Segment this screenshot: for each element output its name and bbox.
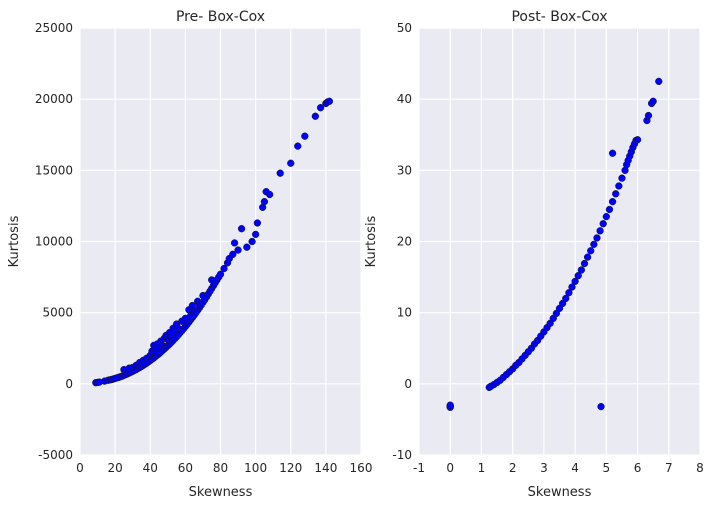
scatter-point (587, 247, 595, 255)
scatter-point (615, 182, 623, 190)
chart-title: Pre- Box-Cox (176, 9, 265, 25)
scatter-point (568, 283, 576, 291)
scatter-point (251, 230, 260, 239)
scatter-point (565, 289, 573, 297)
tick-labels: 0 20 40 60 80 100 120 140 160-500005000100001500… (35, 21, 373, 475)
scatter-point (644, 111, 653, 120)
scatter-point (446, 401, 454, 409)
scatter-point (605, 205, 614, 214)
y-tick-label: 15000 (35, 163, 73, 177)
scatter-point (597, 402, 605, 411)
scatter-point (248, 237, 256, 246)
scatter-point (216, 270, 225, 278)
x-tick-label: 80 (213, 461, 228, 475)
y-tick-label: 0 (65, 377, 73, 391)
scatter-point (608, 149, 617, 157)
y-tick-label: 30 (397, 163, 412, 177)
scatter-point (253, 219, 262, 227)
scatter-point (655, 77, 663, 86)
x-tick-label: 0 (76, 461, 84, 475)
x-tick-label: 1 (478, 461, 486, 475)
scatter-point (562, 294, 570, 303)
scatter-point (602, 212, 610, 221)
x-tick-label: -1 (413, 461, 425, 475)
y-axis-label: Kurtosis (364, 215, 379, 267)
chart-title: Post- Box-Cox (511, 9, 607, 25)
scatter-point (580, 259, 589, 268)
y-tick-label: 25000 (35, 21, 73, 35)
x-tick-label: 0 (446, 461, 454, 475)
x-axis-label: Skewness (189, 485, 253, 500)
scatter-point (574, 272, 582, 280)
scatter-point (593, 234, 601, 242)
x-tick-label: 160 (350, 461, 373, 475)
x-tick-label: 100 (244, 461, 267, 475)
scatter-point (229, 250, 237, 258)
y-tick-label: 0 (404, 377, 412, 391)
y-tick-label: 20000 (35, 92, 73, 106)
x-tick-label: 140 (314, 461, 337, 475)
scatter-point (287, 159, 295, 167)
x-tick-label: 60 (178, 461, 193, 475)
y-tick-label: 10 (397, 306, 412, 320)
x-tick-label: 3 (540, 461, 548, 475)
scatter-point (577, 266, 586, 274)
scatter-point (220, 264, 228, 273)
x-tick-label: 6 (634, 461, 642, 475)
scatter-point (649, 97, 657, 105)
scatter-point (266, 190, 274, 199)
scatter-point (301, 132, 309, 140)
scatter-point (618, 174, 626, 182)
y-axis-label: Kurtosis (7, 215, 22, 267)
scatter-point (571, 277, 579, 286)
scatter-point (599, 220, 607, 228)
x-tick-label: 5 (603, 461, 611, 475)
x-tick-label: 20 (107, 461, 122, 475)
scatter-point (260, 197, 269, 206)
x-tick-label: 120 (279, 461, 302, 475)
y-tick-label: -5000 (38, 448, 73, 462)
y-tick-label: 10000 (35, 235, 73, 249)
scatter-point (276, 169, 284, 177)
x-tick-label: 2 (509, 461, 517, 475)
scatter-point (608, 197, 617, 206)
x-tick-label: 7 (665, 461, 673, 475)
pre-box-cox-panel: 0 20 40 60 80 100 120 140 160-500005000100001500… (7, 9, 372, 500)
scatter-point (294, 142, 302, 150)
scatter-point (237, 225, 246, 233)
scatter-point (230, 239, 239, 247)
data-points (92, 97, 334, 387)
y-tick-label: 5000 (42, 306, 73, 320)
data-points (446, 77, 663, 411)
scatter-point (612, 190, 620, 198)
scatter-point (234, 246, 242, 254)
scatter-point (583, 253, 592, 261)
scatter-point (596, 227, 604, 235)
y-tick-label: -10 (392, 448, 412, 462)
x-axis-label: Skewness (528, 485, 592, 500)
scatter-point (633, 136, 642, 144)
x-tick-label: 4 (571, 461, 579, 475)
scatter-point (243, 243, 251, 251)
y-tick-label: 50 (397, 21, 412, 35)
scatter-point (311, 112, 319, 120)
y-tick-label: 20 (397, 235, 412, 249)
x-tick-label: 40 (143, 461, 158, 475)
scatter-point (316, 104, 325, 112)
scatter-point (590, 240, 598, 248)
y-tick-label: 40 (397, 92, 412, 106)
scatter-point (325, 97, 334, 105)
x-tick-label: 8 (696, 461, 704, 475)
